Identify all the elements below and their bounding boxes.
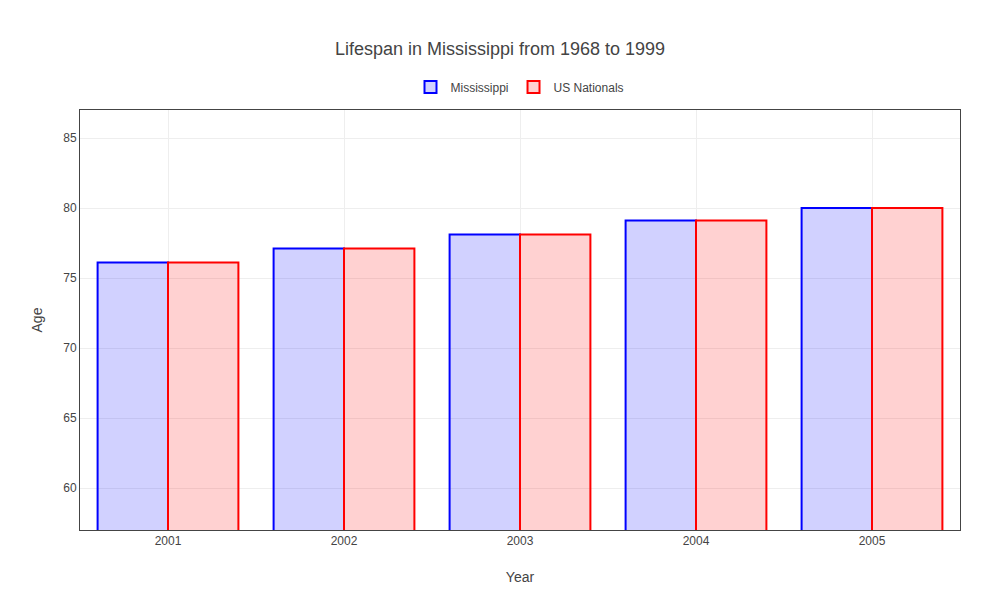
svg-text:US Nationals: US Nationals <box>554 81 624 95</box>
svg-text:65: 65 <box>63 411 77 425</box>
svg-text:2004: 2004 <box>683 534 710 548</box>
svg-text:2002: 2002 <box>331 534 358 548</box>
svg-text:Age: Age <box>29 307 45 332</box>
svg-text:2003: 2003 <box>507 534 534 548</box>
svg-text:60: 60 <box>63 481 77 495</box>
svg-text:Year: Year <box>506 569 535 585</box>
svg-text:2001: 2001 <box>155 534 182 548</box>
svg-text:85: 85 <box>63 131 77 145</box>
svg-text:2005: 2005 <box>859 534 886 548</box>
svg-text:Mississippi: Mississippi <box>451 81 509 95</box>
svg-text:80: 80 <box>63 201 77 215</box>
svg-text:70: 70 <box>63 341 77 355</box>
svg-text:Lifespan in Mississippi from 1: Lifespan in Mississippi from 1968 to 199… <box>335 39 665 59</box>
svg-text:75: 75 <box>63 271 77 285</box>
